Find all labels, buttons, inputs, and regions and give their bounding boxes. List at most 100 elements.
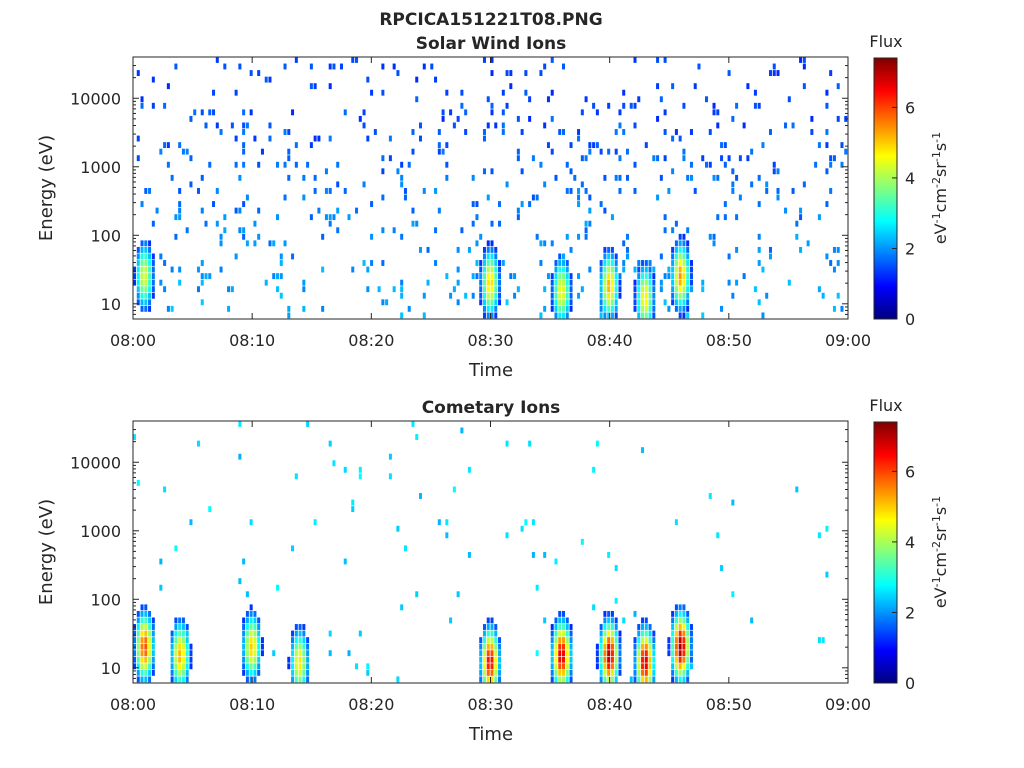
heatmap-cell <box>163 260 167 266</box>
heatmap-cell <box>291 656 295 663</box>
heatmap-cell <box>618 663 622 670</box>
heatmap-cell <box>689 266 693 273</box>
heatmap-cell <box>494 286 498 293</box>
heatmap-cell <box>328 220 332 227</box>
heatmap-cell <box>505 181 509 188</box>
heatmap-cell <box>712 174 716 181</box>
heatmap-cell <box>482 305 486 312</box>
heatmap-cell <box>618 637 622 644</box>
heatmap-cell <box>324 214 328 221</box>
heatmap-cell <box>765 188 769 194</box>
heatmap-cell <box>298 643 302 650</box>
heatmap-cell <box>178 624 182 630</box>
heatmap-cell <box>381 194 385 201</box>
heatmap-cell <box>746 83 750 90</box>
heatmap-cell <box>144 637 148 644</box>
heatmap-cell <box>253 240 257 247</box>
heatmap-cell <box>731 181 735 188</box>
heatmap-cell <box>494 266 498 273</box>
heatmap-cell <box>388 155 392 162</box>
heatmap-cell <box>482 57 486 63</box>
heatmap-cell <box>641 312 645 319</box>
heatmap-cell <box>178 650 182 657</box>
heatmap-cell <box>787 96 791 103</box>
figure-title: RPCICA151221T08.PNG <box>379 10 602 30</box>
heatmap-cell <box>204 220 208 227</box>
heatmap-cell <box>671 299 675 306</box>
heatmap-cell <box>652 266 656 273</box>
heatmap-cell <box>531 519 535 526</box>
heatmap-cell <box>569 305 573 312</box>
heatmap-cell <box>641 630 645 637</box>
heatmap-cell <box>151 637 155 644</box>
heatmap-cell <box>682 604 686 611</box>
heatmap-cell <box>652 630 656 637</box>
heatmap-cell <box>671 643 675 650</box>
heatmap-cell <box>136 624 140 630</box>
heatmap-cell <box>595 663 599 670</box>
heatmap-cell <box>279 260 283 266</box>
heatmap-cell <box>648 305 652 312</box>
heatmap-cell <box>840 161 844 168</box>
heatmap-cell <box>686 292 690 299</box>
heatmap-cell <box>306 421 310 427</box>
heatmap-cell <box>825 102 829 109</box>
heatmap-cell <box>181 630 185 637</box>
heatmap-cell <box>614 260 618 266</box>
heatmap-cell <box>757 102 761 109</box>
heatmap-cell <box>595 440 599 447</box>
heatmap-cell <box>678 630 682 637</box>
heatmap-cell <box>641 617 645 624</box>
heatmap-cell <box>298 656 302 663</box>
heatmap-cell <box>362 260 366 266</box>
heatmap-cell <box>242 161 246 168</box>
heatmap-cell <box>644 656 648 663</box>
heatmap-cell <box>174 669 178 676</box>
heatmap-cell <box>550 624 554 630</box>
heatmap-cell <box>291 669 295 676</box>
heatmap-cell <box>603 624 607 630</box>
heatmap-cell <box>562 650 566 657</box>
heatmap-cell <box>562 663 566 670</box>
heatmap-cell <box>637 650 641 657</box>
heatmap-cell <box>257 669 261 676</box>
heatmap-cell <box>802 83 806 90</box>
heatmap-cell <box>460 427 464 434</box>
heatmap-cell <box>550 630 554 637</box>
heatmap-cell <box>565 299 569 306</box>
heatmap-cell <box>686 617 690 624</box>
heatmap-cell <box>509 70 513 76</box>
heatmap-cell <box>148 624 152 630</box>
heatmap-cell <box>140 305 144 312</box>
heatmap-cell <box>682 312 686 319</box>
heatmap-cell <box>249 630 253 637</box>
heatmap-cell <box>682 240 686 247</box>
heatmap-cell <box>276 286 280 293</box>
heatmap-cell <box>603 617 607 624</box>
heatmap-cell <box>535 584 539 591</box>
heatmap-cell <box>264 279 268 286</box>
heatmap-cell <box>249 70 253 76</box>
heatmap-cell <box>471 201 475 207</box>
heatmap-cell <box>641 299 645 306</box>
heatmap-cell <box>648 624 652 630</box>
heatmap-cell <box>825 253 829 260</box>
heatmap-cell <box>644 669 648 676</box>
heatmap-cell <box>674 637 678 644</box>
heatmap-cell <box>580 286 584 293</box>
heatmap-cell <box>486 637 490 644</box>
heatmap-cell <box>539 240 543 247</box>
heatmap-cell <box>603 286 607 293</box>
heatmap-cell <box>671 246 675 253</box>
heatmap-cell <box>494 122 498 129</box>
heatmap-cell <box>245 650 249 657</box>
heatmap-cell <box>723 201 727 207</box>
heatmap-cell <box>735 246 739 253</box>
x-tick-label: 08:20 <box>348 695 394 714</box>
heatmap-cell <box>140 604 144 611</box>
heatmap-cell <box>196 440 200 447</box>
heatmap-cell <box>618 279 622 286</box>
heatmap-cell <box>689 279 693 286</box>
heatmap-cell <box>678 669 682 676</box>
